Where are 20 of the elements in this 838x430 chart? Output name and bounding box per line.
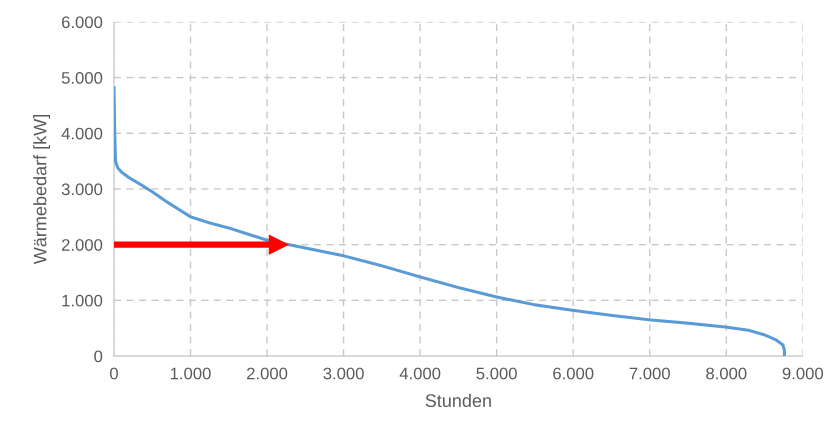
y-tick-label: 3.000 xyxy=(62,183,102,196)
x-axis-title: Stunden xyxy=(426,394,491,408)
line-series xyxy=(114,86,786,356)
x-tick-label: 8.000 xyxy=(706,368,746,380)
x-tick-label: 7.000 xyxy=(630,368,670,380)
x-tick-label: 3.000 xyxy=(323,368,364,380)
x-tick-label: 0 xyxy=(110,368,118,380)
y-axis-title: Wärmebedarf [kW] xyxy=(33,115,50,264)
x-tick-label: 1.000 xyxy=(170,368,211,380)
x-tick-label: 6.000 xyxy=(553,368,594,380)
y-tick-label: 5.000 xyxy=(62,72,102,84)
x-tick-label: 2.000 xyxy=(247,368,288,380)
x-tick-label: 9.000 xyxy=(782,368,824,380)
y-tick-label: 6.000 xyxy=(62,16,102,28)
x-tick-label: 4.000 xyxy=(400,368,440,380)
y-tick-label: 2.000 xyxy=(62,239,102,251)
y-tick-label: 4.000 xyxy=(62,128,102,140)
x-tick-label: 5.000 xyxy=(476,368,517,380)
y-tick-label: 1.000 xyxy=(62,294,102,307)
y-tick-label: 0 xyxy=(94,350,102,362)
